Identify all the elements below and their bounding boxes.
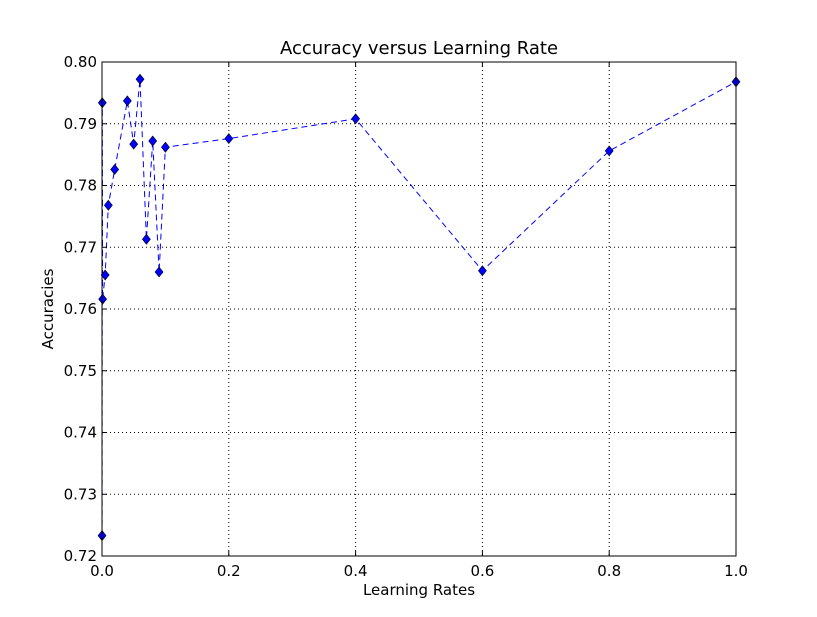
y-tick-label: 0.77 xyxy=(64,238,97,256)
y-tick-label: 0.74 xyxy=(64,424,97,442)
x-tick-label: 0.2 xyxy=(217,562,241,580)
data-point-marker xyxy=(98,293,108,305)
grid xyxy=(102,62,736,556)
chart-title: Accuracy versus Learning Rate xyxy=(280,38,558,59)
y-tick-label: 0.79 xyxy=(64,115,97,133)
data-point-marker xyxy=(122,95,132,107)
y-tick-label: 0.72 xyxy=(64,547,97,565)
data-point-marker xyxy=(478,265,487,277)
x-tick-label: 1.0 xyxy=(724,562,748,580)
x-axis-label: Learning Rates xyxy=(363,581,475,599)
data-point-marker xyxy=(129,138,139,150)
data-point-marker xyxy=(154,266,164,278)
data-point-marker xyxy=(100,269,110,281)
y-axis-label: Accuracies xyxy=(39,268,57,349)
data-point-marker xyxy=(110,163,120,175)
data-point-marker xyxy=(135,73,145,85)
y-tick-label: 0.76 xyxy=(64,300,97,318)
data-point-marker xyxy=(351,113,360,125)
data-point-marker xyxy=(161,141,170,153)
y-tick-label: 0.73 xyxy=(64,485,97,503)
y-tick-label: 0.75 xyxy=(64,362,97,380)
series-layer xyxy=(97,73,741,542)
data-point-marker xyxy=(103,199,113,211)
data-point-marker xyxy=(148,135,158,147)
y-tick-label: 0.78 xyxy=(64,177,97,195)
tick-layer: 0.0 0.2 0.4 0.6 0.8 1.0 0.72 0.73 0.74 0.75 0.76 0.… xyxy=(64,53,748,580)
data-point-marker xyxy=(224,133,234,145)
data-point-marker xyxy=(604,145,614,157)
x-tick-label: 0.8 xyxy=(597,562,621,580)
y-tick-label: 0.80 xyxy=(64,53,97,71)
data-point-marker xyxy=(141,233,151,245)
series-line xyxy=(101,79,737,536)
x-tick-label: 0.0 xyxy=(90,562,114,580)
x-tick-label: 0.4 xyxy=(344,562,368,580)
x-tick-label: 0.6 xyxy=(470,562,494,580)
